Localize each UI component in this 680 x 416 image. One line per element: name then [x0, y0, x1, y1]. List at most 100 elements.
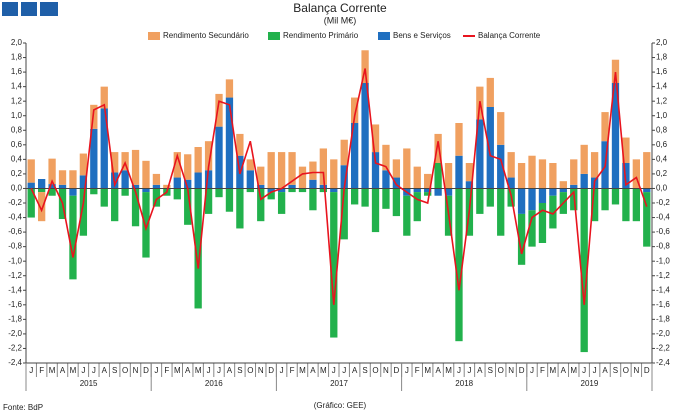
bar — [643, 188, 651, 193]
bar — [184, 188, 192, 225]
y-tick-label-right: 1,0 — [656, 111, 668, 120]
year-label: 2016 — [205, 379, 223, 388]
y-tick-label-right: 0,8 — [656, 125, 668, 134]
y-tick-label: -0,6 — [8, 227, 22, 236]
bar — [382, 170, 390, 189]
y-tick-label: -1,6 — [8, 300, 22, 309]
bar — [152, 173, 161, 185]
bar — [643, 192, 651, 247]
x-tick-label: D — [393, 366, 399, 375]
bar — [267, 192, 275, 200]
bar — [319, 184, 328, 189]
bar — [100, 188, 108, 207]
bar — [361, 50, 369, 83]
y-tick-label: 1,0 — [11, 111, 23, 120]
bar — [330, 188, 338, 193]
bar — [601, 112, 609, 142]
bar — [580, 144, 588, 174]
x-tick-label: M — [195, 366, 202, 375]
bar — [257, 184, 265, 189]
x-tick-label: A — [185, 366, 191, 375]
bar — [79, 188, 88, 236]
y-tick-label-right: 0,6 — [656, 140, 668, 149]
bar — [350, 123, 359, 189]
bar — [622, 188, 630, 222]
bar — [100, 108, 108, 189]
bar — [590, 152, 599, 178]
bar — [476, 188, 484, 214]
bar — [371, 188, 380, 233]
bar — [538, 188, 547, 203]
y-tick-label: 0,4 — [11, 154, 23, 163]
bar — [507, 177, 515, 189]
bar — [424, 192, 432, 196]
bar — [549, 163, 557, 189]
bar — [611, 59, 620, 83]
bar — [121, 170, 129, 189]
bar — [424, 188, 432, 193]
bar — [517, 213, 526, 265]
bar — [570, 184, 578, 189]
bar — [350, 97, 359, 123]
x-tick-label: S — [613, 366, 618, 375]
bar — [121, 188, 129, 196]
bar — [111, 152, 119, 173]
bar — [131, 188, 140, 227]
y-tick-label-right: -1,2 — [656, 271, 670, 280]
x-tick-label: J — [154, 366, 158, 375]
bar — [424, 173, 432, 189]
bar — [392, 177, 401, 189]
year-label: 2019 — [581, 379, 599, 388]
x-tick-label: F — [290, 366, 295, 375]
x-tick-label: A — [435, 366, 441, 375]
bar — [257, 166, 265, 185]
bar — [236, 133, 244, 156]
bar — [27, 159, 35, 183]
bar — [277, 192, 286, 214]
x-tick-label: O — [247, 366, 253, 375]
bar — [37, 179, 46, 189]
x-tick-label: A — [102, 366, 108, 375]
y-tick-label: 0,0 — [11, 184, 23, 193]
bar — [69, 170, 77, 189]
bar — [79, 175, 88, 189]
legend-label: Bens e Serviços — [393, 31, 451, 40]
y-tick-label-right: 1,2 — [656, 96, 668, 105]
y-tick-label-right: -2,4 — [656, 358, 670, 367]
x-tick-label: J — [405, 366, 409, 375]
bar — [403, 148, 411, 189]
y-tick-label-right: -2,0 — [656, 329, 670, 338]
bar — [37, 192, 46, 222]
line-series — [30, 68, 648, 305]
x-tick-label: J — [593, 366, 597, 375]
x-tick-label: J — [530, 366, 534, 375]
bar — [246, 159, 254, 171]
y-tick-label: -2,4 — [8, 358, 22, 367]
credit: (Gráfico: GEE) — [314, 401, 367, 410]
bar — [611, 83, 620, 189]
bar — [194, 188, 202, 309]
bar — [361, 188, 369, 207]
bar — [184, 179, 192, 189]
y-tick-label: -0,2 — [8, 198, 22, 207]
bar — [549, 195, 557, 229]
x-tick-label: J — [342, 366, 346, 375]
x-tick-label: O — [372, 366, 378, 375]
bar — [382, 188, 390, 209]
y-tick-label: 1,6 — [11, 67, 23, 76]
bar — [538, 159, 547, 189]
y-tick-label-right: 2,0 — [656, 38, 668, 47]
y-tick-label-right: -1,8 — [656, 314, 670, 323]
x-tick-label: M — [70, 366, 77, 375]
bar — [319, 148, 328, 185]
bar — [465, 163, 474, 182]
y-tick-label: -1,8 — [8, 314, 22, 323]
bar — [48, 188, 56, 196]
bar — [152, 188, 161, 207]
y-tick-label-right: -1,6 — [656, 300, 670, 309]
bar — [204, 188, 213, 214]
bar — [507, 152, 515, 178]
legend-label: Balança Corrente — [478, 31, 541, 40]
bar — [403, 195, 411, 236]
y-tick-label: 1,8 — [11, 53, 23, 62]
